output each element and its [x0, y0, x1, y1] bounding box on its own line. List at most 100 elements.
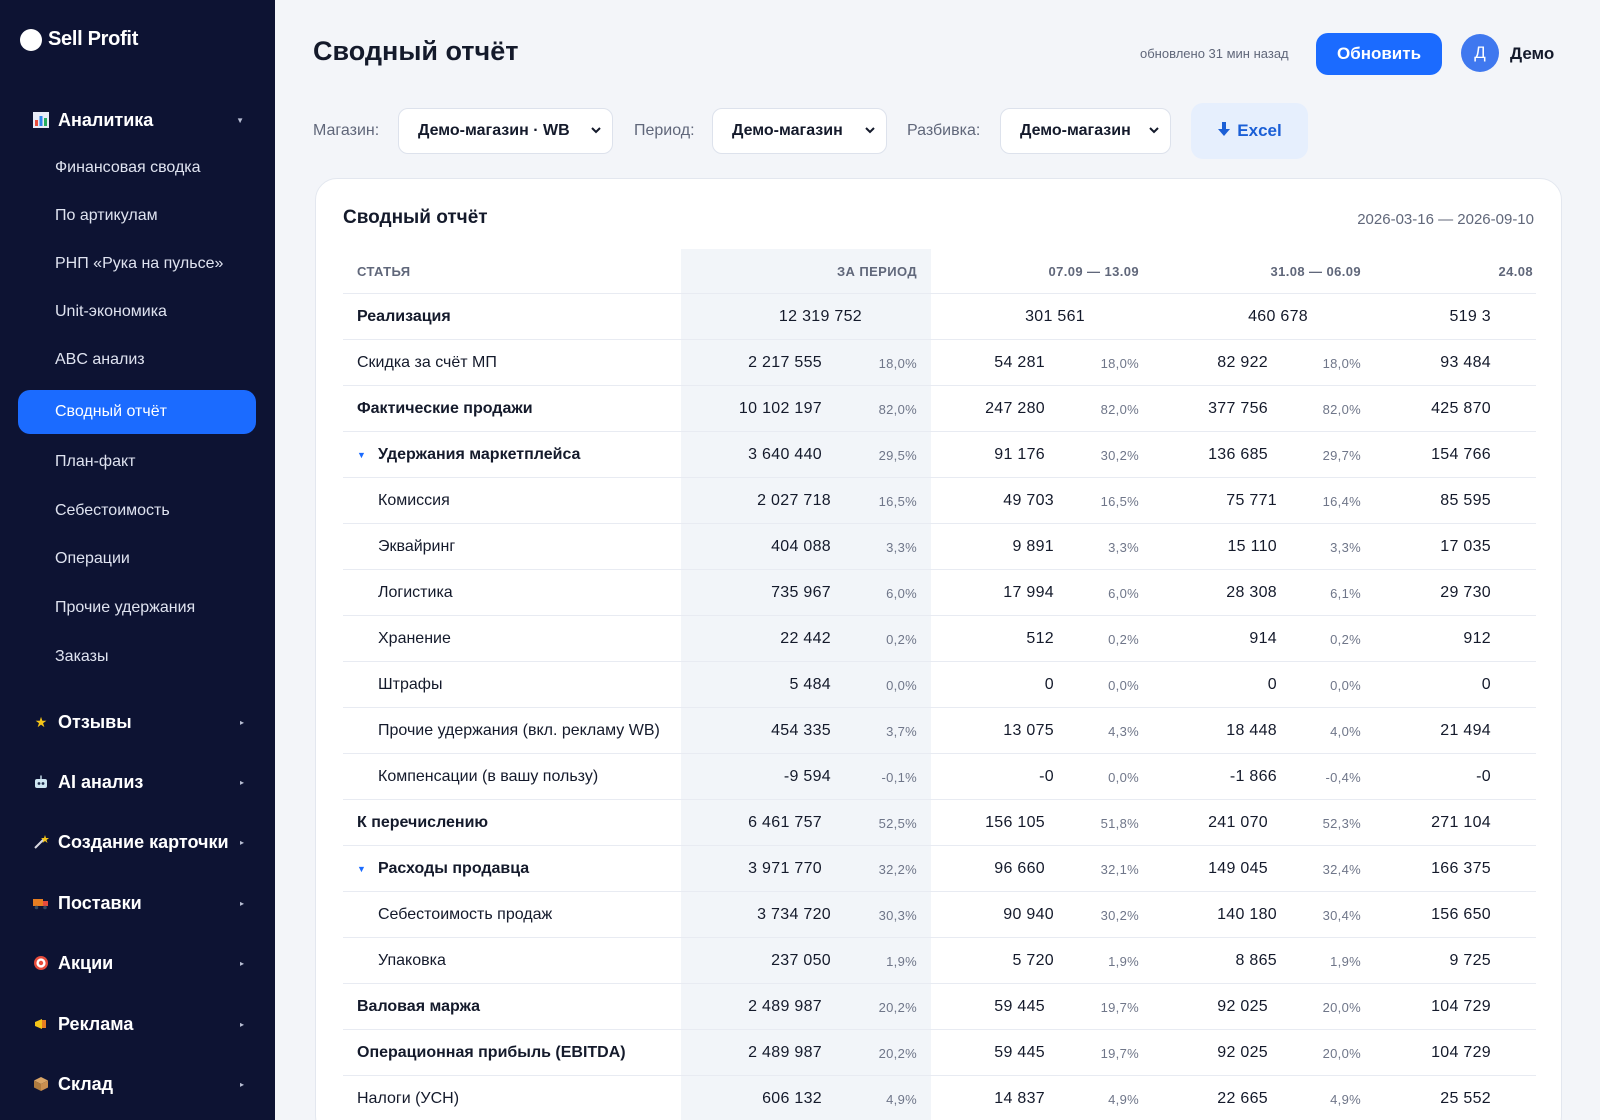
row-label: Валовая маржа	[357, 998, 481, 1015]
cell-value: 454 335	[771, 722, 831, 739]
sidebar-group-label: Реклама	[58, 1013, 134, 1034]
period-select[interactable]: Демо-магазин	[712, 108, 887, 154]
cell-value: 29 730	[1440, 584, 1491, 601]
store-select[interactable]: Демо-магазин · WB	[398, 108, 613, 154]
row-label: Упаковка	[378, 952, 446, 969]
logo[interactable]: Sell Profit	[20, 28, 138, 51]
cell-value: 14 837	[994, 1090, 1045, 1107]
column-header-period[interactable]: ЗА ПЕРИОД	[837, 263, 917, 279]
column-header-week-1[interactable]: 07.09 — 13.09	[1048, 263, 1139, 279]
table-row[interactable]: ▼ Расходы продавца 3 971 770 32,2% 96 660 32,…	[343, 845, 1536, 891]
cell-percent: 52,3%	[1322, 815, 1361, 831]
split-label: Разбивка:	[907, 122, 981, 139]
chevron-down-icon: ▼	[236, 115, 244, 125]
sidebar-group-reviews[interactable]: ★ Отзывы ▸	[18, 700, 258, 744]
column-header-week-2[interactable]: 31.08 — 06.09	[1270, 263, 1361, 279]
sidebar-item-label: Заказы	[55, 648, 109, 665]
cell-value: 3 971 770	[748, 860, 822, 877]
sidebar-group-label: Аналитика	[58, 109, 154, 130]
cell-value: 59 445	[994, 998, 1045, 1015]
cell-value: 301 561	[1025, 308, 1085, 325]
cell-percent: 0,0%	[1108, 677, 1139, 693]
sidebar-item-unit-economics[interactable]: Unit-экономика	[18, 290, 256, 334]
column-header-item[interactable]: СТАТЬЯ	[357, 263, 411, 279]
cell-value: 5 720	[1012, 952, 1054, 969]
chevron-right-icon: ▸	[239, 958, 244, 968]
cell-value: 460 678	[1248, 308, 1308, 325]
cell-value: 5 484	[789, 676, 831, 693]
cell-percent: 82,0%	[1100, 401, 1139, 417]
sidebar-group-warehouse[interactable]: Склад ▸	[18, 1062, 258, 1106]
row-label: Реализация	[357, 308, 451, 325]
cell-value: 149 045	[1208, 860, 1268, 877]
cell-percent: 16,5%	[1100, 493, 1139, 509]
cell-percent: 0,0%	[1108, 769, 1139, 785]
avatar[interactable]: Д	[1461, 34, 1499, 72]
megaphone-icon	[32, 1015, 50, 1033]
cell-value: 156 650	[1431, 906, 1491, 923]
user-name[interactable]: Демо	[1510, 44, 1555, 63]
cell-percent: 4,0%	[1330, 723, 1361, 739]
cell-value: 22 442	[780, 630, 831, 647]
cell-percent: 3,7%	[886, 723, 917, 739]
cell-value: 912	[1463, 630, 1491, 647]
table-row[interactable]: ▼ Удержания маркетплейса 3 640 440 29,5% 91 …	[343, 431, 1536, 477]
chevron-right-icon: ▸	[239, 898, 244, 908]
column-header-week-3[interactable]: 24.08	[1498, 263, 1533, 279]
chevron-right-icon: ▸	[239, 717, 244, 727]
sidebar-group-promotions[interactable]: Акции ▸	[18, 941, 258, 985]
expand-triangle-icon[interactable]: ▼	[357, 864, 366, 874]
cell-percent: 30,2%	[1100, 907, 1139, 923]
cell-value: 9 725	[1449, 952, 1491, 969]
sidebar-item-summary-report[interactable]: Сводный отчёт	[18, 390, 256, 434]
split-select[interactable]: Демо-магазин	[1000, 108, 1171, 154]
row-label: Хранение	[378, 630, 451, 647]
sidebar-item-abc-analysis[interactable]: ABC анализ	[18, 338, 256, 382]
report-card: Сводный отчёт 2026-03-16 — 2026-09-10 СТ…	[315, 178, 1562, 1120]
refresh-button[interactable]: Обновить	[1316, 33, 1442, 75]
split-select-value: Демо-магазин	[1020, 122, 1131, 139]
sidebar-item-plan-fact[interactable]: План-факт	[18, 440, 256, 484]
cell-percent: 82,0%	[1322, 401, 1361, 417]
cell-percent: 0,2%	[1108, 631, 1139, 647]
sidebar-item-operations[interactable]: Операции	[18, 537, 256, 581]
sidebar-group-ai-analysis[interactable]: AI анализ ▸	[18, 760, 258, 804]
cell-value: 914	[1249, 630, 1277, 647]
excel-export-button[interactable]: Excel	[1191, 103, 1308, 159]
robot-icon	[32, 773, 50, 791]
cell-percent: 20,2%	[878, 1045, 917, 1061]
chevron-right-icon: ▸	[239, 1019, 244, 1029]
cell-value: 18 448	[1226, 722, 1277, 739]
cell-percent: 1,9%	[1108, 953, 1139, 969]
sidebar-group-card-creation[interactable]: Создание карточки ▸	[18, 820, 258, 864]
sidebar-item-rnp[interactable]: РНП «Рука на пульсе»	[18, 242, 256, 286]
cell-percent: 4,3%	[1108, 723, 1139, 739]
cell-percent: 18,0%	[1100, 355, 1139, 371]
cell-value: 404 088	[771, 538, 831, 555]
sidebar-group-label: Создание карточки	[58, 831, 229, 852]
cell-percent: 30,2%	[1100, 447, 1139, 463]
sidebar-item-label: Unit-экономика	[55, 303, 167, 320]
cell-percent: 29,5%	[878, 447, 917, 463]
row-label: Эквайринг	[378, 538, 456, 555]
row-label: Комиссия	[378, 492, 450, 509]
expand-triangle-icon[interactable]: ▼	[357, 450, 366, 460]
sidebar-group-analytics[interactable]: Аналитика ▼	[18, 98, 258, 142]
row-label: Скидка за счёт МП	[357, 354, 497, 371]
sidebar-item-cost-price[interactable]: Себестоимость	[18, 489, 256, 533]
cell-percent: 51,8%	[1100, 815, 1139, 831]
sidebar-group-label: AI анализ	[58, 771, 144, 792]
sidebar-group-advertising[interactable]: Реклама ▸	[18, 1002, 258, 1046]
sidebar-item-orders[interactable]: Заказы	[18, 635, 256, 679]
sidebar-item-other-deductions[interactable]: Прочие удержания	[18, 586, 256, 630]
updated-timestamp: обновлено 31 мин назад	[1140, 46, 1289, 61]
cell-percent: 29,7%	[1322, 447, 1361, 463]
cell-value: 0	[1044, 676, 1054, 693]
cell-value: 17 035	[1440, 538, 1491, 555]
sidebar-item-financial-summary[interactable]: Финансовая сводка	[18, 146, 256, 190]
sidebar-group-supplies[interactable]: Поставки ▸	[18, 881, 258, 925]
row-label: Логистика	[378, 584, 453, 601]
cell-percent: 4,9%	[1108, 1091, 1139, 1107]
sidebar-item-by-articles[interactable]: По артикулам	[18, 194, 256, 238]
cell-value: 237 050	[771, 952, 831, 969]
